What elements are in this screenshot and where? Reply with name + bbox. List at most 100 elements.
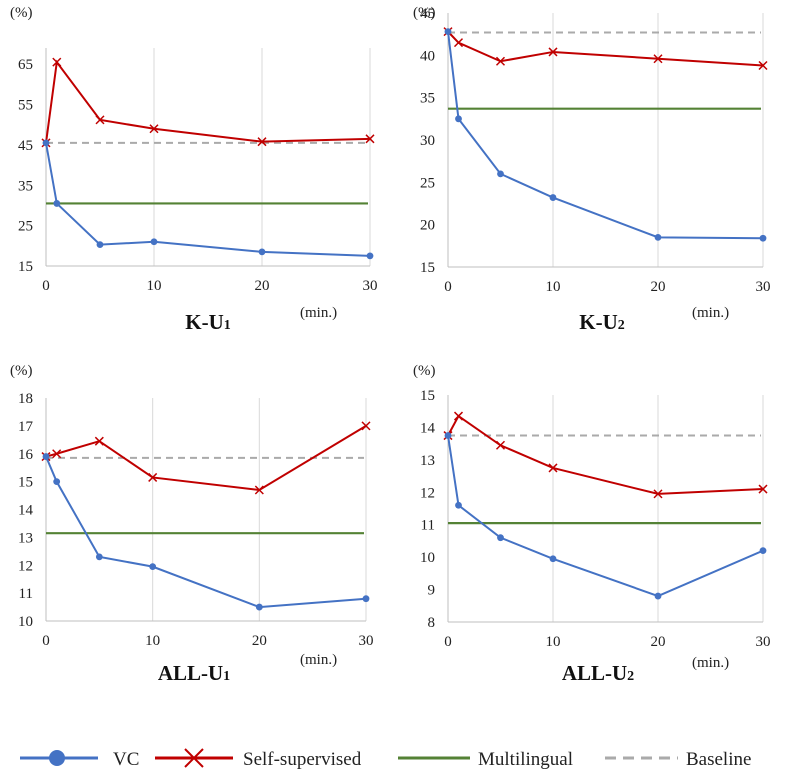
vc-point	[42, 139, 50, 147]
vc-point	[654, 233, 662, 241]
self-supervised-point	[758, 484, 768, 494]
y-tick-label: 20	[420, 218, 435, 234]
y-tick-label: 14	[18, 503, 34, 519]
vc-point	[549, 194, 557, 201]
self-supervised-point	[548, 463, 558, 473]
y-tick-label: 25	[18, 219, 33, 235]
y-tick-label: 30	[420, 133, 435, 149]
x-tick-label: 0	[42, 633, 50, 649]
x-tick-label: 0	[444, 279, 452, 295]
y-tick-label: 16	[18, 447, 34, 463]
legend: VC Self-supervised Multilingual Baseline	[20, 748, 751, 770]
y-tick-label: 55	[18, 98, 33, 114]
self-series-line	[447, 30, 764, 67]
y-tick-label: 14	[420, 420, 436, 436]
chart-title-subscript: 1	[224, 318, 231, 333]
vc-point	[95, 553, 103, 561]
self-supervised-point	[52, 449, 62, 459]
vc-series-line	[45, 456, 367, 609]
chart-panel-4: 8 9 10 11 12 13 14 15 0 10 20 30 (%) (min.) ALL-U2	[413, 363, 771, 685]
y-tick-label: 13	[18, 530, 33, 546]
y-tick-label: 15	[420, 260, 435, 276]
legend-base-label: Baseline	[686, 749, 751, 770]
chart-title-subscript: 2	[618, 318, 625, 333]
y-tick-label: 15	[18, 259, 33, 275]
vc-point	[654, 592, 662, 600]
legend-item-base: Baseline	[605, 749, 751, 770]
vc-point	[455, 115, 462, 123]
self-supervised-point	[148, 472, 158, 482]
self-supervised-point	[653, 54, 663, 64]
x-tick-label: 30	[756, 279, 771, 295]
legend-self-marker	[184, 748, 204, 768]
y-tick-label: 11	[19, 586, 33, 602]
y-tick-label: 35	[420, 91, 435, 107]
vc-point	[444, 432, 452, 439]
vc-point	[42, 453, 50, 460]
x-tick-label: 30	[756, 634, 771, 650]
vc-point	[362, 595, 370, 603]
x-tick-label: 10	[546, 634, 561, 650]
self-supervised-point	[254, 485, 264, 495]
chart-title-main: K-U	[185, 310, 224, 334]
chart-panel-1: 15 25 35 45 55 65 0 10 20 30 (%) (min.) K-U1	[10, 5, 378, 334]
y-axis-label: (%)	[10, 5, 33, 21]
y-tick-label: 8	[428, 615, 436, 631]
chart-panel-2: 15 20 25 30 35 40 45 0 10 20 30 (%) (min.) K-U2	[413, 5, 771, 334]
vc-point	[149, 563, 157, 571]
y-axis-label: (%)	[413, 5, 436, 21]
self-supervised-point	[453, 411, 464, 421]
x-tick-label: 0	[42, 278, 50, 294]
y-tick-label: 65	[18, 57, 33, 73]
vc-point	[549, 555, 557, 563]
x-tick-label: 20	[651, 634, 666, 650]
vc-point	[497, 170, 504, 178]
y-tick-label: 25	[420, 175, 435, 191]
vc-point	[255, 603, 263, 611]
y-tick-label: 10	[18, 614, 33, 630]
vc-point	[497, 534, 504, 542]
legend-vc-label: VC	[113, 749, 139, 770]
chart-title-main: K-U	[579, 310, 618, 334]
y-tick-label: 9	[428, 583, 436, 599]
y-tick-label: 12	[420, 485, 435, 501]
legend-item-vc: VC	[20, 749, 139, 770]
vc-point	[759, 234, 767, 242]
legend-item-multi: Multilingual	[398, 749, 573, 770]
y-tick-label: 13	[420, 453, 435, 469]
chart-title-subscript: 2	[627, 669, 634, 684]
y-tick-label: 10	[420, 550, 435, 566]
x-tick-label: 30	[359, 633, 374, 649]
y-tick-label: 45	[18, 138, 33, 154]
chart-title: K-U2	[579, 310, 625, 334]
x-tick-label: 10	[147, 278, 162, 294]
y-tick-label: 15	[18, 475, 33, 491]
self-supervised-point	[257, 137, 267, 147]
self-supervised-point	[653, 489, 663, 499]
y-tick-label: 18	[18, 391, 33, 407]
vc-point	[366, 252, 374, 260]
y-tick-label: 11	[421, 518, 435, 534]
vc-point	[444, 28, 452, 36]
x-axis-label: (min.)	[300, 305, 337, 321]
self-supervised-point	[149, 124, 159, 134]
vc-point	[53, 200, 61, 207]
vc-point	[258, 248, 266, 256]
chart-title: ALL-U2	[562, 661, 634, 685]
self-supervised-point	[758, 60, 768, 71]
x-tick-label: 30	[363, 278, 378, 294]
vc-point	[759, 547, 767, 555]
legend-self-label: Self-supervised	[243, 749, 362, 770]
self-supervised-point	[52, 57, 62, 67]
self-supervised-point	[495, 56, 506, 66]
y-axis-label: (%)	[413, 363, 436, 379]
x-tick-label: 20	[252, 633, 267, 649]
legend-item-self: Self-supervised	[155, 748, 362, 770]
y-tick-label: 40	[420, 48, 435, 64]
y-tick-label: 17	[18, 419, 34, 435]
y-tick-label: 12	[18, 558, 33, 574]
x-axis-label: (min.)	[692, 305, 729, 321]
self-supervised-point	[548, 47, 558, 57]
